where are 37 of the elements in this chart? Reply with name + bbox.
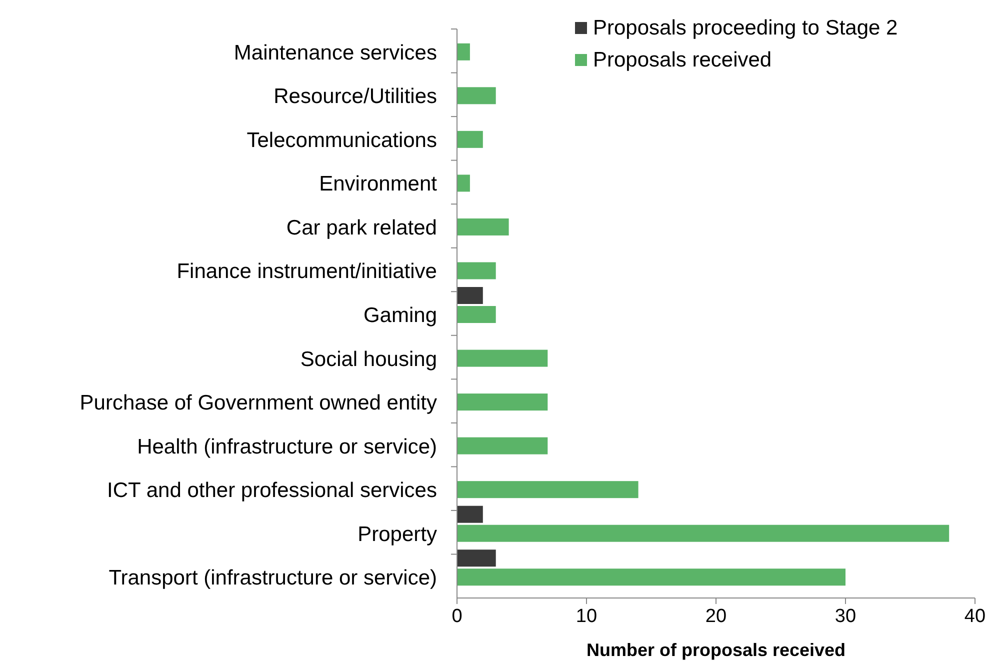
y-tick-label: Social housing — [300, 348, 437, 371]
bar — [457, 287, 483, 304]
y-tick-label: Property — [358, 522, 438, 546]
x-tick-label: 40 — [964, 606, 986, 627]
y-tick-label: Telecommunications — [246, 128, 437, 152]
x-axis-title: Number of proposals received — [586, 640, 846, 660]
y-tick-label: Transport (infrastructure or service) — [108, 566, 437, 590]
y-tick-label: Environment — [319, 172, 438, 196]
y-tick-label: Car park related — [286, 216, 437, 240]
y-tick-label: Resource/Utilities — [274, 85, 437, 108]
bar — [457, 568, 846, 586]
legend-label: Proposals received — [593, 48, 772, 72]
y-tick-label: Maintenance services — [234, 41, 437, 64]
bar — [457, 174, 470, 192]
bar — [457, 524, 950, 542]
bar — [457, 87, 496, 104]
y-tick-label: Finance instrument/initiative — [176, 260, 437, 284]
x-tick-label: 30 — [834, 606, 856, 627]
bar — [457, 130, 483, 148]
bar — [457, 394, 548, 411]
bar — [457, 437, 548, 454]
y-tick-label: Gaming — [363, 304, 437, 327]
y-tick-label: Purchase of Government owned entity — [80, 392, 438, 415]
x-tick-label: 20 — [705, 606, 727, 627]
bar — [457, 481, 638, 498]
bar — [457, 550, 496, 567]
legend-label: Proposals proceeding to Stage 2 — [593, 16, 898, 40]
bar — [457, 43, 470, 60]
bar — [457, 218, 509, 236]
bar — [457, 506, 483, 523]
y-tick-label: ICT and other professional services — [107, 479, 437, 502]
x-tick-label: 0 — [452, 606, 462, 627]
bar — [457, 350, 548, 367]
bar — [457, 306, 496, 323]
x-tick-label: 10 — [576, 606, 598, 627]
y-tick-label: Health (infrastructure or service) — [137, 435, 437, 458]
bar — [457, 262, 496, 280]
